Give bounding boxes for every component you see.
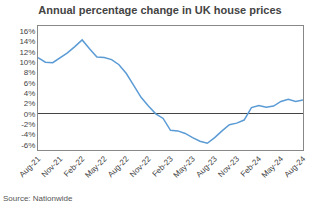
- svg-text:Nov-23: Nov-23: [216, 154, 241, 179]
- svg-text:-6%: -6%: [21, 141, 35, 150]
- svg-text:Feb-23: Feb-23: [150, 154, 175, 179]
- svg-text:May-23: May-23: [172, 154, 198, 180]
- svg-text:Annual percentage change in UK: Annual percentage change in UK house pri…: [38, 4, 281, 16]
- svg-text:16%: 16%: [19, 27, 35, 36]
- svg-text:6%: 6%: [24, 79, 36, 88]
- svg-text:0%: 0%: [24, 110, 36, 119]
- svg-text:Nov-21: Nov-21: [40, 154, 65, 179]
- svg-text:-2%: -2%: [21, 120, 35, 129]
- svg-text:May-24: May-24: [260, 154, 286, 180]
- svg-text:Feb-22: Feb-22: [62, 154, 87, 179]
- svg-text:May-22: May-22: [83, 154, 109, 180]
- svg-text:Source: Nationwide: Source: Nationwide: [3, 194, 73, 203]
- svg-text:2%: 2%: [24, 99, 36, 108]
- svg-text:Aug-23: Aug-23: [194, 154, 219, 179]
- svg-text:Aug-21: Aug-21: [18, 154, 43, 179]
- svg-text:8%: 8%: [24, 68, 36, 77]
- svg-text:Aug-24: Aug-24: [283, 154, 308, 179]
- svg-text:Feb-24: Feb-24: [239, 154, 264, 179]
- svg-text:-4%: -4%: [21, 130, 35, 139]
- svg-text:Aug-22: Aug-22: [106, 154, 131, 179]
- svg-text:12%: 12%: [19, 48, 35, 57]
- svg-text:4%: 4%: [24, 89, 36, 98]
- svg-text:10%: 10%: [19, 58, 35, 67]
- svg-text:Nov-22: Nov-22: [128, 154, 153, 179]
- svg-text:14%: 14%: [19, 37, 35, 46]
